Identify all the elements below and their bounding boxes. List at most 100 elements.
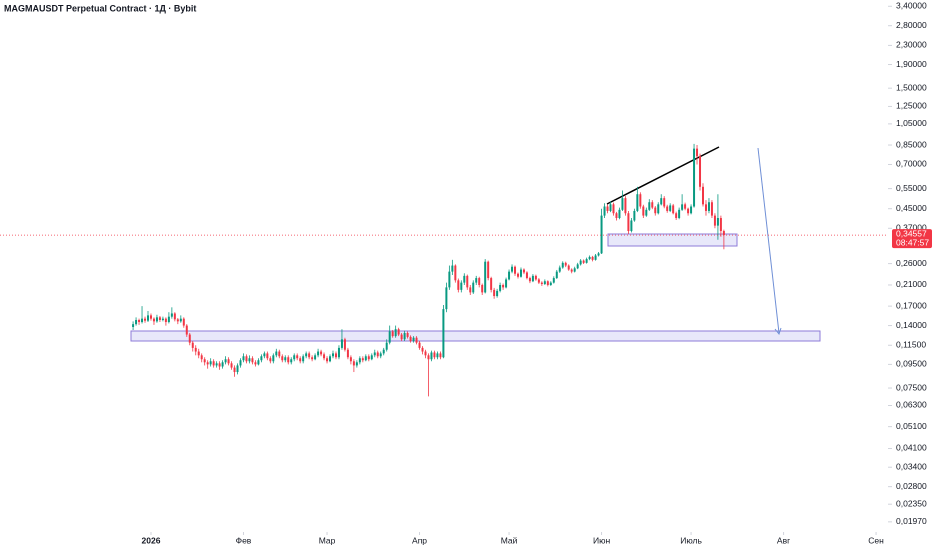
candle-body [552, 278, 555, 283]
drawings [130, 146, 821, 342]
candle-body [621, 198, 624, 210]
candle-body [141, 318, 144, 323]
candle-body [367, 356, 370, 360]
candle-body [421, 347, 424, 352]
last-price-box [892, 229, 932, 249]
candle-body [239, 360, 242, 366]
candle-body [648, 202, 651, 210]
y-tick-label: 3,40000 [896, 1, 927, 11]
y-tick-label: 0,07500 [896, 382, 927, 392]
candle-body [537, 279, 540, 283]
candle-body [463, 275, 466, 283]
candle-body [722, 231, 725, 236]
candle-body [511, 266, 514, 272]
candle-body [379, 353, 382, 357]
candle-body [382, 349, 385, 354]
candle-body [612, 204, 615, 214]
candle-body [406, 332, 409, 337]
y-tick-label: 0,26000 [896, 258, 927, 268]
candle-body [588, 256, 591, 260]
candle-body [391, 331, 394, 337]
candle-body [719, 218, 722, 232]
candle-body [678, 209, 681, 219]
candle-body [278, 351, 281, 357]
candle-body [424, 351, 427, 356]
candle-body [206, 362, 209, 365]
candle-body [525, 272, 528, 279]
x-tick-label: Май [501, 535, 518, 545]
candle-body [534, 275, 537, 280]
x-tick-label: Сен [868, 535, 884, 545]
x-tick-label: Июн [593, 535, 610, 545]
candle-body [558, 267, 561, 272]
candle-body [251, 358, 254, 363]
candle-body [457, 280, 460, 290]
candle-body [549, 282, 552, 285]
candle-body [197, 351, 200, 356]
x-tick-label: 2026 [142, 535, 161, 545]
candle-body [651, 202, 654, 208]
y-tick-label: 0,11500 [896, 340, 926, 350]
candle-body [660, 198, 663, 205]
candle-body [185, 325, 188, 335]
candle-body [699, 156, 702, 187]
candle-body [358, 358, 361, 363]
x-tick-label: Мар [319, 535, 336, 545]
candle-body [400, 334, 403, 340]
candle-body [582, 260, 585, 263]
candle-body [454, 265, 457, 281]
candle-body [710, 202, 713, 216]
candle-body [603, 206, 606, 216]
candle-body [517, 273, 519, 277]
candle-body [579, 260, 582, 265]
y-tick-label: 0,37000 [896, 223, 927, 233]
candle-body [364, 356, 367, 361]
candle-body [427, 355, 430, 360]
candle-body [167, 316, 170, 323]
candle-body [248, 358, 251, 362]
candle-body [284, 357, 287, 361]
candle-body [305, 353, 308, 357]
candle-body [275, 351, 278, 356]
candle-body [645, 209, 648, 216]
candle-body [290, 359, 293, 363]
candle-body [430, 352, 433, 360]
candle-body [164, 318, 167, 323]
candle-body [323, 354, 326, 359]
candle-body [570, 269, 573, 272]
candle-body [490, 278, 493, 290]
candle-body [591, 256, 594, 260]
candle-body [412, 337, 415, 341]
candle-body [564, 262, 567, 266]
candle-body [346, 349, 349, 358]
candle-body [370, 355, 373, 360]
candle-body [567, 265, 570, 270]
candle-body [388, 331, 391, 343]
candle-body [666, 206, 669, 211]
candle-body [630, 220, 633, 232]
candle-body [385, 342, 388, 350]
y-tick-label: 0,05100 [896, 421, 927, 431]
candle-body [272, 355, 275, 362]
candle-body [394, 329, 397, 337]
candle-body [263, 353, 266, 357]
candle-body [693, 148, 696, 207]
y-tick-label: 2,30000 [896, 40, 927, 50]
y-tick-label: 0,45000 [896, 203, 927, 213]
candle-body [320, 351, 323, 355]
candle-body [293, 355, 296, 360]
candle-body [707, 202, 710, 211]
candle-body [299, 358, 302, 362]
y-tick-label: 1,50000 [896, 82, 927, 92]
candle-body [555, 271, 558, 279]
candle-body [245, 356, 248, 362]
candle-body [624, 198, 627, 214]
candle-body [451, 265, 454, 272]
candle-body [227, 359, 230, 364]
candle-body [585, 259, 588, 263]
candle-body [332, 353, 334, 357]
candle-body [311, 357, 314, 360]
resistance-zone [607, 233, 738, 247]
candle-body [639, 194, 642, 207]
candle-body [224, 359, 227, 363]
